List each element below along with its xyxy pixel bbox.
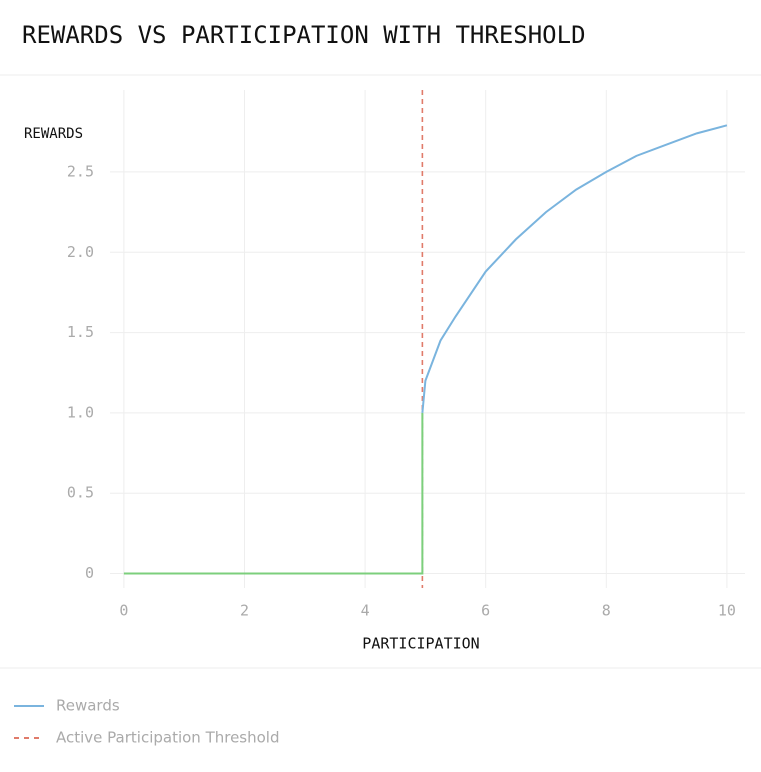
x-tick-label: 6: [481, 602, 490, 620]
legend-label: Active Participation Threshold: [56, 729, 280, 747]
line-series: [123, 412, 424, 575]
x-axis-label: PARTICIPATION: [362, 635, 479, 653]
y-tick-label: 1.0: [67, 403, 94, 421]
y-tick-label: 0: [85, 564, 94, 582]
line-series: [421, 124, 728, 413]
y-tick-label: 1.5: [67, 323, 94, 341]
x-tick-label: 2: [240, 602, 249, 620]
y-tick-label: 2.0: [67, 243, 94, 261]
chart-title: REWARDS VS PARTICIPATION WITH THRESHOLD: [22, 21, 586, 49]
legend-label: Rewards: [56, 697, 120, 715]
y-axis-label: REWARDS: [24, 126, 83, 142]
y-tick-label: 2.5: [67, 162, 94, 180]
x-tick-label: 10: [718, 602, 736, 620]
x-tick-label: 0: [119, 602, 128, 620]
y-tick-label: 0.5: [67, 484, 94, 502]
x-tick-label: 4: [361, 602, 370, 620]
x-tick-label: 8: [602, 602, 611, 620]
